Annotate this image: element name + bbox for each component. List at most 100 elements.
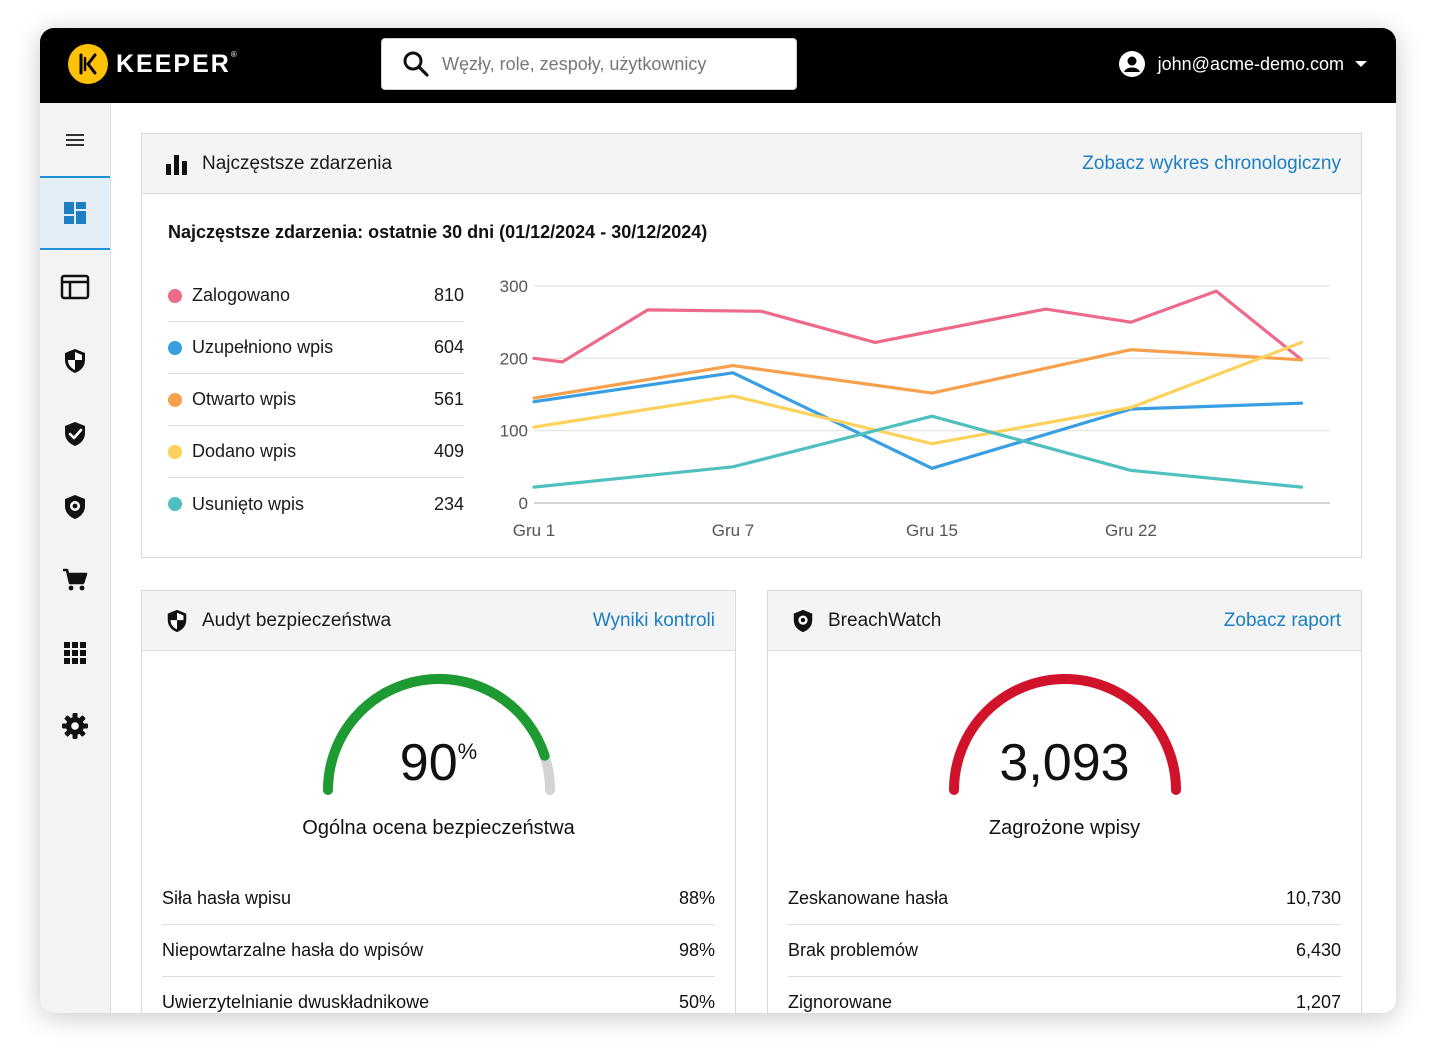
search-box[interactable] — [381, 38, 797, 90]
legend-value: 810 — [433, 285, 464, 305]
top-events-subtitle: Najczęstsze zdarzenia: ostatnie 30 dni (… — [168, 222, 708, 242]
breachwatch-stats: Zeskanowane hasła 10,730 Brak problemów 6,4… — [788, 873, 1341, 1013]
top-bar: KEEPER® john@acme-demo.com — [40, 28, 1396, 103]
stat-value: 50% — [678, 992, 715, 1012]
at-risk-count: 3,093 — [999, 734, 1130, 792]
stat-label: Siła hasła wpisu — [162, 888, 292, 908]
at-risk-label: Zagrożone wpisy — [988, 817, 1141, 839]
user-email: john@acme-demo.com — [1157, 53, 1344, 74]
legend-dot-icon — [168, 392, 182, 407]
y-tick-label: 100 — [500, 422, 528, 441]
legend-label: Usunięto wpis — [192, 493, 305, 514]
sidebar-menu-toggle[interactable] — [40, 103, 110, 177]
legend-dot-icon — [168, 340, 182, 355]
cart-icon — [63, 568, 88, 591]
legend-value: 409 — [433, 441, 464, 461]
top-events-card: Najczęstsze zdarzenia Zobacz wykres chro… — [141, 133, 1362, 558]
stat-label: Zignorowane — [788, 992, 893, 1012]
legend-label: Otwarto wpis — [192, 389, 297, 409]
sidebar-item-breachwatch[interactable] — [40, 470, 110, 544]
sidebar-item-settings[interactable] — [40, 689, 110, 763]
legend-value: 234 — [433, 493, 464, 514]
audit-stat-row: Siła hasła wpisu 88% — [162, 873, 715, 925]
check-results-link[interactable]: Wyniki kontroli — [592, 609, 715, 631]
legend-item: Zalogowano 810 — [168, 270, 464, 322]
apps-grid-icon — [64, 642, 86, 664]
legend-label: Zalogowano — [192, 285, 291, 305]
security-score-label: Ogólna ocena bezpieczeństwa — [302, 817, 575, 839]
stat-label: Zeskanowane hasła — [788, 888, 949, 908]
security-audit-header: Audyt bezpieczeństwa Wyniki kontroli — [142, 591, 735, 651]
stat-value: 6,430 — [1295, 940, 1341, 960]
breachwatch-stat-row: Zignorowane 1,207 — [788, 977, 1341, 1013]
stat-label: Niepowtarzalne hasła do wpisów — [162, 940, 424, 960]
stat-value: 10,730 — [1285, 888, 1341, 908]
stat-value: 88% — [678, 888, 715, 908]
legend-item: Usunięto wpis 234 — [168, 478, 464, 530]
breachwatch-card: BreachWatch Zobacz raport 3,093 Zagrożon… — [767, 590, 1362, 1013]
at-risk-gauge: 3,093 Zagrożone wpisy — [768, 673, 1361, 840]
sidebar — [40, 103, 111, 1013]
stat-value: 1,207 — [1295, 992, 1341, 1012]
view-report-link[interactable]: Zobacz raport — [1223, 609, 1341, 631]
stat-label: Brak problemów — [788, 940, 919, 960]
security-audit-shield-icon — [164, 608, 190, 634]
audit-stat-row: Niepowtarzalne hasła do wpisów 98% — [162, 925, 715, 977]
x-tick-label: Gru 15 — [906, 521, 958, 540]
x-tick-label: Gru 22 — [1105, 521, 1157, 540]
sidebar-item-security-audit[interactable] — [40, 324, 110, 398]
bar-chart-icon — [164, 151, 190, 177]
sidebar-item-admin[interactable] — [40, 250, 110, 324]
breachwatch-icon — [65, 495, 85, 519]
events-legend: Zalogowano 810 Uzupełniono wpis 604 Otwarto … — [168, 270, 464, 530]
events-line-chart: 0 100 200 300 Gru 1 Gru 7 Gru 15 Gru 22 — [500, 277, 1330, 540]
security-audit-stats: Siła hasła wpisu 88% Niepowtarzalne hasła … — [162, 873, 715, 1013]
compliance-shield-icon — [65, 422, 85, 446]
legend-value: 561 — [433, 389, 464, 409]
brand-name: KEEPER® — [116, 49, 237, 78]
gauge-fill — [948, 674, 1181, 795]
sidebar-item-store[interactable] — [40, 543, 110, 617]
search-icon — [403, 51, 429, 77]
view-timeline-link[interactable]: Zobacz wykres chronologiczny — [1082, 152, 1341, 174]
security-score-value: 90% — [399, 734, 478, 792]
breachwatch-header: BreachWatch Zobacz raport — [768, 591, 1361, 651]
x-tick-label: Gru 7 — [712, 521, 755, 540]
legend-item: Otwarto wpis 561 — [168, 374, 464, 426]
audit-stat-row: Uwierzytelnianie dwuskładnikowe 50% — [162, 977, 715, 1013]
stat-value: 98% — [678, 940, 715, 960]
legend-dot-icon — [168, 288, 182, 303]
legend-label: Uzupełniono wpis — [192, 337, 334, 357]
security-audit-icon — [65, 349, 85, 373]
security-score-gauge: 90% Ogólna ocena bezpieczeństwa — [142, 673, 735, 840]
x-tick-label: Gru 1 — [513, 521, 556, 540]
legend-label: Dodano wpis — [192, 441, 297, 461]
sidebar-item-compliance[interactable] — [40, 397, 110, 471]
keeper-logo[interactable]: KEEPER® — [68, 44, 237, 84]
series-line — [532, 289, 1304, 364]
settings-gear-icon — [62, 713, 88, 739]
series-line — [532, 414, 1304, 489]
y-tick-label: 200 — [500, 349, 528, 368]
legend-value: 604 — [433, 337, 464, 357]
top-events-title: Najczęstsze zdarzenia — [202, 152, 393, 174]
legend-item: Uzupełniono wpis 604 — [168, 322, 464, 374]
breachwatch-stat-row: Zeskanowane hasła 10,730 — [788, 873, 1341, 925]
keeper-logo-icon — [68, 44, 108, 84]
security-audit-title: Audyt bezpieczeństwa — [202, 609, 392, 631]
sidebar-item-apps[interactable] — [40, 616, 110, 690]
user-menu[interactable]: john@acme-demo.com — [1118, 50, 1368, 78]
series-line — [532, 340, 1304, 446]
legend-dot-icon — [168, 497, 182, 511]
y-tick-label: 300 — [500, 277, 528, 296]
chevron-down-icon — [1355, 61, 1367, 67]
series-line — [532, 371, 1304, 470]
breachwatch-stat-row: Brak problemów 6,430 — [788, 925, 1341, 977]
sidebar-item-dashboard[interactable] — [40, 176, 110, 250]
legend-item: Dodano wpis 409 — [168, 426, 464, 478]
user-avatar-icon — [1118, 51, 1145, 77]
search-input[interactable] — [442, 53, 782, 75]
gauge-fill — [322, 673, 550, 795]
breachwatch-title: BreachWatch — [828, 609, 942, 631]
breachwatch-shield-icon — [790, 608, 816, 634]
